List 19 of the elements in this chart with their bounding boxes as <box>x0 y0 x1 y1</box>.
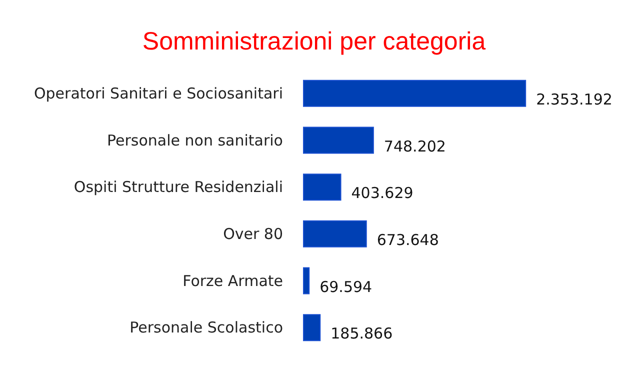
data-label: 69.594 <box>320 278 372 296</box>
y-tick-label: Personale Scolastico <box>130 318 283 337</box>
data-label: 673.648 <box>376 230 439 249</box>
data-label: 185.866 <box>330 324 393 343</box>
bar <box>303 267 310 294</box>
y-tick-label: Over 80 <box>223 224 283 243</box>
bar <box>303 314 321 342</box>
bar <box>303 80 526 107</box>
data-label: 403.629 <box>351 184 414 202</box>
data-label: 2.353.192 <box>536 90 612 108</box>
chart-title: Somministrazioni per categoria <box>142 28 486 56</box>
bar <box>303 174 342 201</box>
bar <box>303 220 367 248</box>
y-tick-label: Operatori Sanitari e Sociosanitari <box>34 84 283 102</box>
y-tick-label: Forze Armate <box>182 272 283 290</box>
y-tick-label: Personale non sanitario <box>107 131 283 150</box>
bar <box>303 126 374 154</box>
y-tick-label: Ospiti Strutture Residenziali <box>74 178 283 196</box>
data-label: 748.202 <box>384 137 446 156</box>
